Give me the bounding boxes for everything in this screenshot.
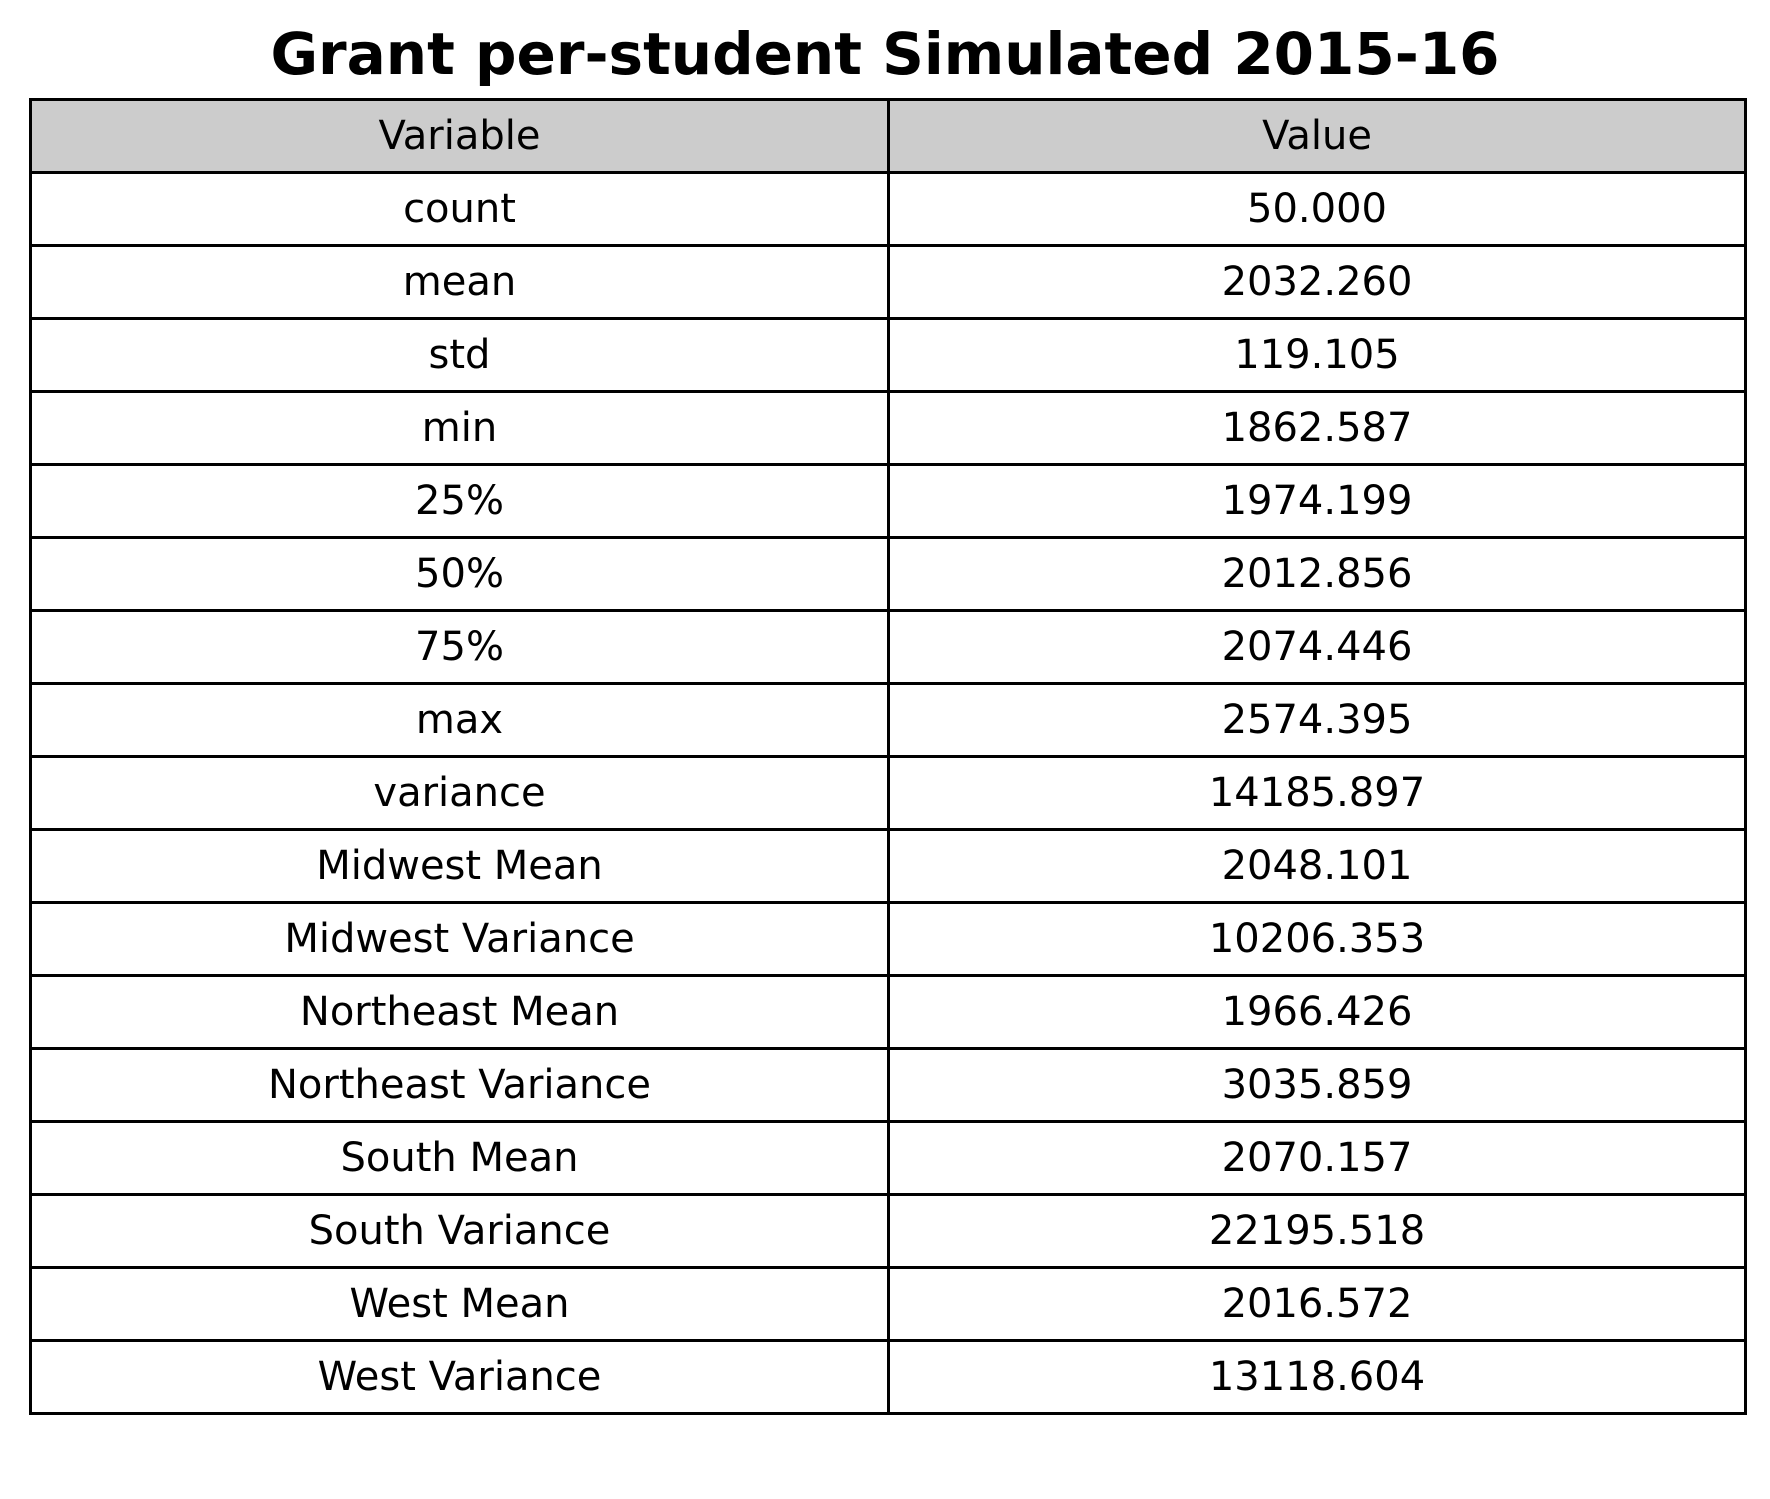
table-row: mean 2032.260 [29, 244, 1747, 320]
table-row: std 119.105 [29, 317, 1747, 393]
table-row: Midwest Variance 10206.353 [29, 901, 1747, 977]
table-title: Grant per-student Simulated 2015-16 [270, 20, 1500, 88]
table-row: 75% 2074.446 [29, 609, 1747, 685]
value-cell: 3035.859 [887, 1047, 1747, 1123]
value-cell: 10206.353 [887, 901, 1747, 977]
value-cell: 2016.572 [887, 1266, 1747, 1342]
table-row: West Mean 2016.572 [29, 1266, 1747, 1342]
value-cell: 14185.897 [887, 755, 1747, 831]
table-row: variance 14185.897 [29, 755, 1747, 831]
table-body: count 50.000 mean 2032.260 std 119.105 min 1862… [29, 171, 1747, 1415]
table-row: max 2574.395 [29, 682, 1747, 758]
value-cell: 50.000 [887, 171, 1747, 247]
table-row: Northeast Mean 1966.426 [29, 974, 1747, 1050]
table-row: 50% 2012.856 [29, 536, 1747, 612]
variable-cell: min [29, 390, 890, 466]
value-cell: 13118.604 [887, 1339, 1747, 1415]
column-header-value: Value [887, 98, 1747, 174]
value-cell: 1966.426 [887, 974, 1747, 1050]
variable-cell: Northeast Mean [29, 974, 890, 1050]
variable-cell: std [29, 317, 890, 393]
variable-cell: 50% [29, 536, 890, 612]
variable-cell: mean [29, 244, 890, 320]
table-row: West Variance 13118.604 [29, 1339, 1747, 1415]
variable-cell: Midwest Mean [29, 828, 890, 904]
value-cell: 2032.260 [887, 244, 1747, 320]
column-header-variable: Variable [29, 98, 890, 174]
value-cell: 1862.587 [887, 390, 1747, 466]
value-cell: 22195.518 [887, 1193, 1747, 1269]
value-cell: 1974.199 [887, 463, 1747, 539]
table-row: South Mean 2070.157 [29, 1120, 1747, 1196]
variable-cell: 25% [29, 463, 890, 539]
value-cell: 2012.856 [887, 536, 1747, 612]
table-row: 25% 1974.199 [29, 463, 1747, 539]
variable-cell: 75% [29, 609, 890, 685]
table-row: Midwest Mean 2048.101 [29, 828, 1747, 904]
variable-cell: Midwest Variance [29, 901, 890, 977]
variable-cell: count [29, 171, 890, 247]
value-cell: 119.105 [887, 317, 1747, 393]
statistics-table: Variable Value count 50.000 mean 2032.260 st… [29, 98, 1747, 1415]
variable-cell: max [29, 682, 890, 758]
table-row: count 50.000 [29, 171, 1747, 247]
variable-cell: West Mean [29, 1266, 890, 1342]
variable-cell: South Mean [29, 1120, 890, 1196]
table-row: South Variance 22195.518 [29, 1193, 1747, 1269]
value-cell: 2074.446 [887, 609, 1747, 685]
value-cell: 2574.395 [887, 682, 1747, 758]
variable-cell: Northeast Variance [29, 1047, 890, 1123]
variable-cell: South Variance [29, 1193, 890, 1269]
variable-cell: variance [29, 755, 890, 831]
table-header-row: Variable Value [29, 98, 1747, 174]
value-cell: 2070.157 [887, 1120, 1747, 1196]
table-row: Northeast Variance 3035.859 [29, 1047, 1747, 1123]
variable-cell: West Variance [29, 1339, 890, 1415]
value-cell: 2048.101 [887, 828, 1747, 904]
table-row: min 1862.587 [29, 390, 1747, 466]
